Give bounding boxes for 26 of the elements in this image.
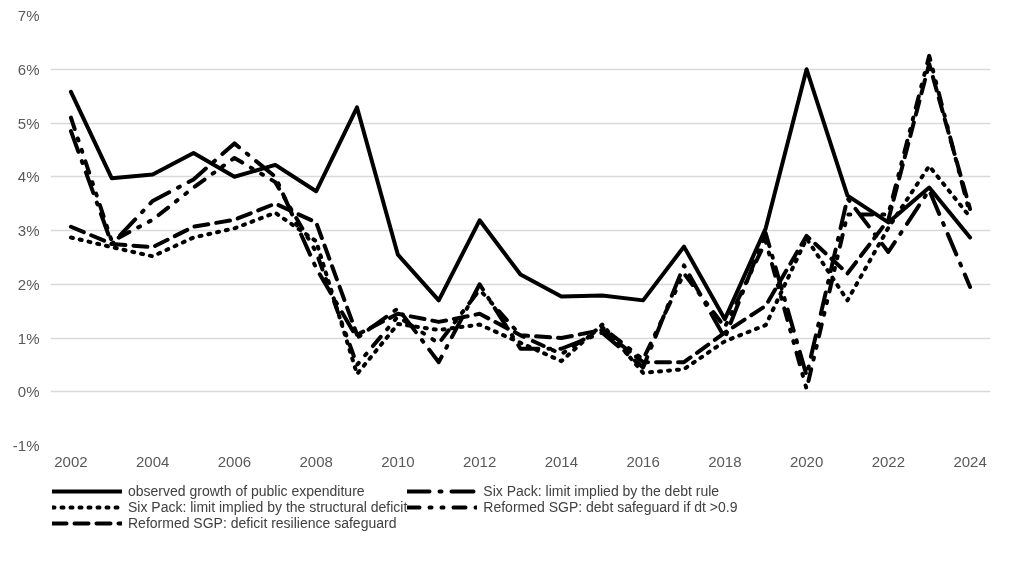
y-tick-label: 3% [17, 222, 40, 239]
x-tick-label: 2004 [135, 452, 170, 470]
x-tick-label: 2014 [544, 452, 579, 470]
x-tick-label: 2008 [299, 452, 333, 470]
x-tick-label: 2018 [708, 452, 742, 470]
legend-label: observed growth of public expenditure [128, 483, 365, 499]
y-tick-label: 7% [17, 7, 40, 24]
y-tick-label: 1% [17, 329, 40, 347]
legend-label: Reformed SGP: debt safeguard if dt >0.9 [483, 499, 738, 515]
x-tick-label: 2020 [789, 452, 824, 470]
legend-label: Six Pack: limit implied by the debt rule [483, 483, 720, 499]
x-tick-label: 2024 [953, 452, 987, 470]
x-tick-label: 2016 [626, 452, 660, 470]
x-tick-label: 2012 [462, 452, 497, 470]
legend-label: Reformed SGP: deficit resilience safeguard [128, 515, 397, 531]
x-tick-label: 2006 [217, 452, 252, 470]
y-tick-label: 2% [17, 275, 40, 293]
y-tick-label: 5% [17, 114, 40, 132]
x-tick-label: 2010 [381, 452, 415, 470]
y-tick-label: 0% [17, 383, 40, 401]
x-tick-label: 2002 [54, 452, 88, 470]
legend-label: Six Pack: limit implied by the structural deficit [128, 499, 408, 515]
x-tick-label: 2022 [871, 452, 906, 470]
y-tick-label: 4% [17, 168, 40, 186]
y-tick-label: 6% [17, 60, 40, 78]
y-tick-label: -1% [12, 437, 40, 454]
